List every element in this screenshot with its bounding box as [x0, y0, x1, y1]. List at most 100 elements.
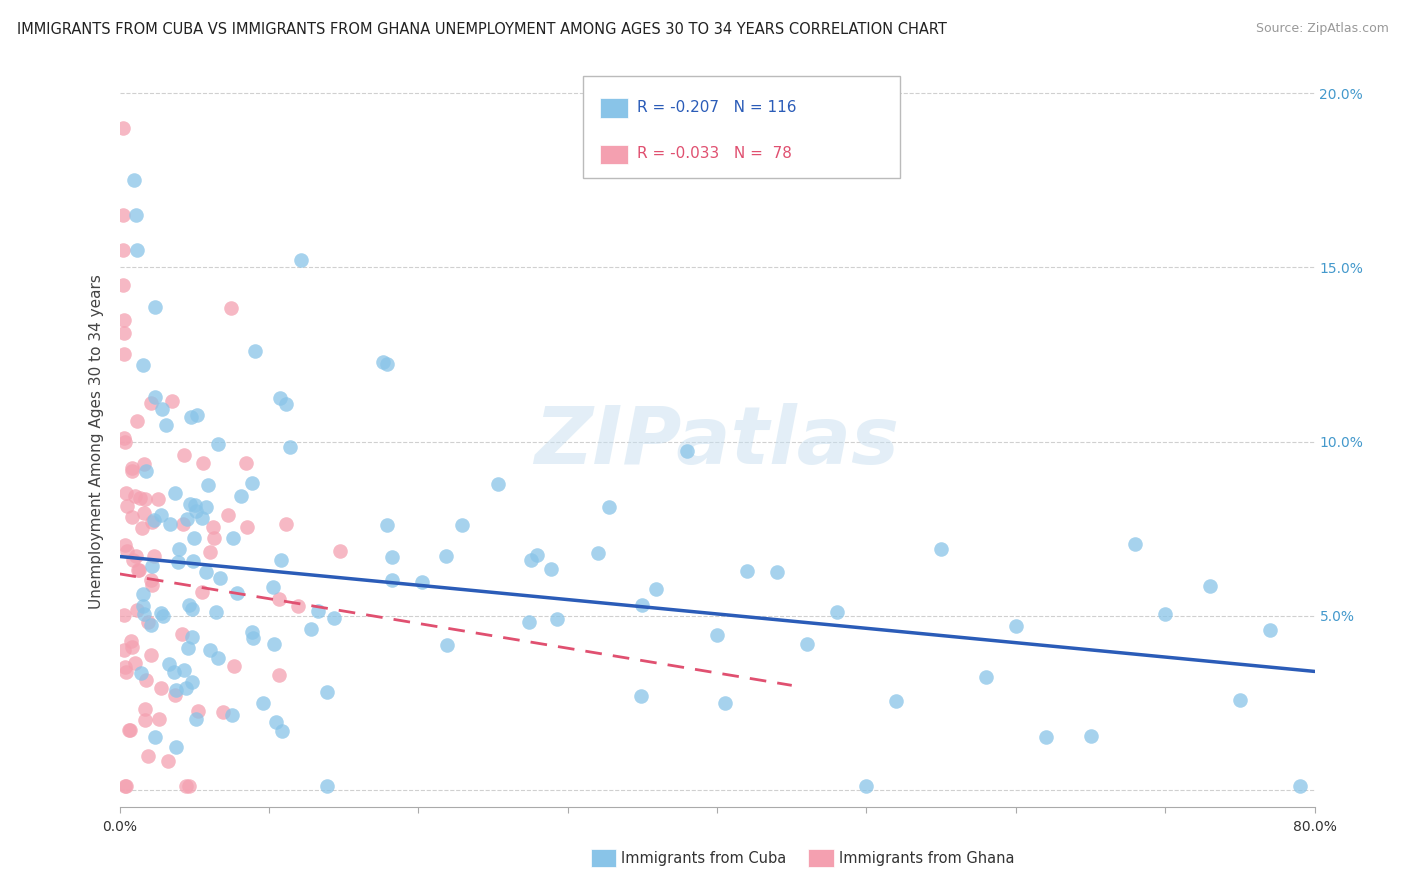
Point: [252, 697, 274, 711]
Point: [263, 637, 285, 651]
Point: [157, 657, 180, 672]
Point: [112, 347, 135, 361]
Point: [198, 642, 221, 657]
Point: [112, 431, 135, 445]
Point: [269, 391, 291, 405]
Point: [142, 549, 165, 563]
Point: [271, 724, 294, 739]
Point: [381, 573, 404, 587]
Point: [143, 390, 166, 404]
Point: [526, 548, 548, 562]
Point: [114, 485, 136, 500]
Point: [886, 694, 908, 708]
Point: [112, 607, 135, 622]
Point: [517, 615, 540, 629]
Text: R = -0.033   N =  78: R = -0.033 N = 78: [637, 146, 792, 161]
Point: [217, 508, 239, 522]
Point: [141, 573, 163, 587]
Point: [132, 457, 155, 471]
Point: [132, 506, 155, 520]
Point: [183, 531, 205, 545]
Text: 80.0%: 80.0%: [1292, 821, 1337, 834]
Point: [240, 475, 263, 490]
Point: [165, 739, 187, 754]
Point: [240, 624, 263, 639]
Point: [270, 553, 292, 567]
Point: [114, 665, 136, 679]
Point: [124, 656, 146, 670]
Point: [207, 651, 229, 665]
Point: [117, 543, 139, 558]
Point: [156, 754, 179, 768]
Point: [1288, 780, 1310, 794]
Point: [112, 326, 135, 340]
Point: [194, 500, 217, 515]
Point: [129, 491, 152, 505]
Point: [127, 243, 149, 257]
Point: [118, 723, 141, 737]
Point: [112, 642, 135, 657]
Point: [267, 668, 290, 682]
Point: [519, 552, 541, 566]
Point: [436, 549, 458, 564]
Point: [143, 513, 166, 527]
Text: Source: ZipAtlas.com: Source: ZipAtlas.com: [1256, 22, 1389, 36]
Point: [150, 606, 173, 620]
Point: [125, 208, 148, 222]
Point: [322, 611, 344, 625]
Point: [488, 477, 510, 491]
Point: [1154, 607, 1177, 621]
Point: [134, 714, 156, 728]
Point: [676, 444, 699, 458]
Point: [546, 611, 568, 625]
Point: [165, 683, 187, 698]
Point: [114, 435, 136, 450]
Point: [264, 714, 287, 729]
Point: [224, 659, 246, 673]
Point: [166, 556, 188, 570]
Point: [155, 418, 177, 433]
Point: [127, 563, 149, 577]
Y-axis label: Unemployment Among Ages 30 to 34 years: Unemployment Among Ages 30 to 34 years: [89, 274, 104, 609]
Point: [205, 605, 228, 619]
Point: [132, 607, 155, 622]
Point: [796, 637, 818, 651]
Point: [112, 312, 135, 326]
Point: [135, 464, 157, 478]
Point: [183, 554, 205, 568]
Point: [193, 456, 215, 470]
Point: [173, 448, 195, 462]
Point: [181, 630, 204, 644]
Point: [141, 515, 163, 529]
Point: [141, 559, 163, 574]
Point: [160, 393, 183, 408]
Point: [212, 706, 235, 720]
Point: [191, 584, 214, 599]
Point: [1080, 729, 1102, 743]
Point: [540, 561, 562, 575]
Text: 0.0%: 0.0%: [103, 821, 136, 834]
Point: [235, 520, 257, 534]
Point: [114, 780, 136, 794]
Text: Immigrants from Cuba: Immigrants from Cuba: [621, 851, 787, 865]
Point: [131, 520, 153, 534]
Point: [146, 491, 169, 506]
Point: [208, 571, 231, 585]
Point: [194, 565, 217, 579]
Point: [124, 490, 146, 504]
Point: [129, 666, 152, 681]
Point: [307, 604, 329, 618]
Point: [169, 542, 191, 557]
Point: [411, 574, 433, 589]
Point: [165, 485, 187, 500]
Text: ZIPatlas: ZIPatlas: [534, 402, 900, 481]
Point: [179, 598, 201, 612]
Point: [132, 587, 155, 601]
Point: [125, 603, 148, 617]
Point: [202, 531, 225, 545]
Point: [150, 402, 173, 417]
Point: [713, 696, 735, 710]
Point: [219, 301, 242, 316]
Point: [381, 549, 404, 564]
Point: [121, 461, 143, 475]
